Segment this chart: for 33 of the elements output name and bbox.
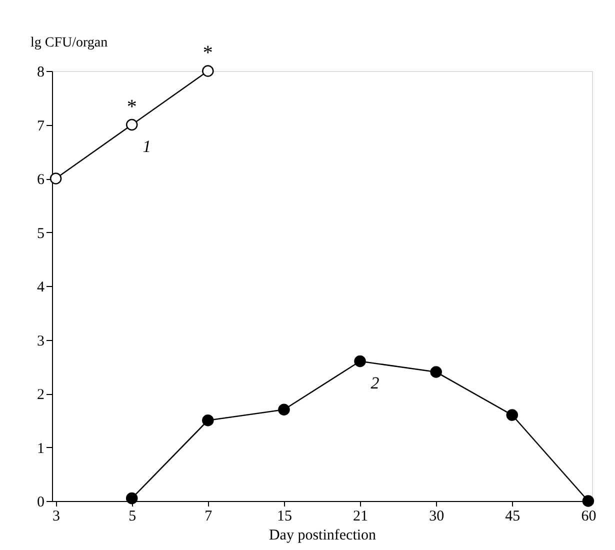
y-axis-title: lg CFU/organ xyxy=(30,36,108,50)
point xyxy=(50,172,62,184)
y-tick-label: 0 xyxy=(37,494,44,510)
point xyxy=(126,492,138,504)
y-tick-label: 4 xyxy=(37,280,45,296)
y-tick-label: 7 xyxy=(37,118,45,134)
y-tick-label: 6 xyxy=(37,172,45,188)
y-tick-label: 1 xyxy=(37,440,44,457)
y-tick-label: 5 xyxy=(37,226,44,242)
point xyxy=(202,65,214,77)
x-tick-label: 5 xyxy=(128,508,136,524)
x-tick-label: 45 xyxy=(505,508,520,524)
series-label: 2 xyxy=(370,373,380,392)
x-tick-label: 60 xyxy=(581,508,596,524)
point xyxy=(126,118,138,131)
y-tick-label: 3 xyxy=(37,333,44,350)
point xyxy=(430,366,442,378)
y-tick-label: 2 xyxy=(37,387,44,403)
x-tick-label: 30 xyxy=(429,508,444,524)
point xyxy=(202,414,214,426)
annotation: * xyxy=(126,96,137,118)
x-axis-title: Day postinfection xyxy=(268,528,377,544)
x-tick-label: 7 xyxy=(204,508,213,524)
series-label: 1 xyxy=(142,136,152,156)
x-tick-label: 15 xyxy=(276,508,292,524)
x-tick-label: 3 xyxy=(52,508,60,524)
point xyxy=(278,404,290,416)
point xyxy=(354,355,366,368)
y-tick-label: 8 xyxy=(37,64,44,80)
point xyxy=(506,409,518,421)
x-tick-label: 21 xyxy=(353,508,368,524)
point xyxy=(582,495,594,507)
annotation: * xyxy=(202,42,213,64)
